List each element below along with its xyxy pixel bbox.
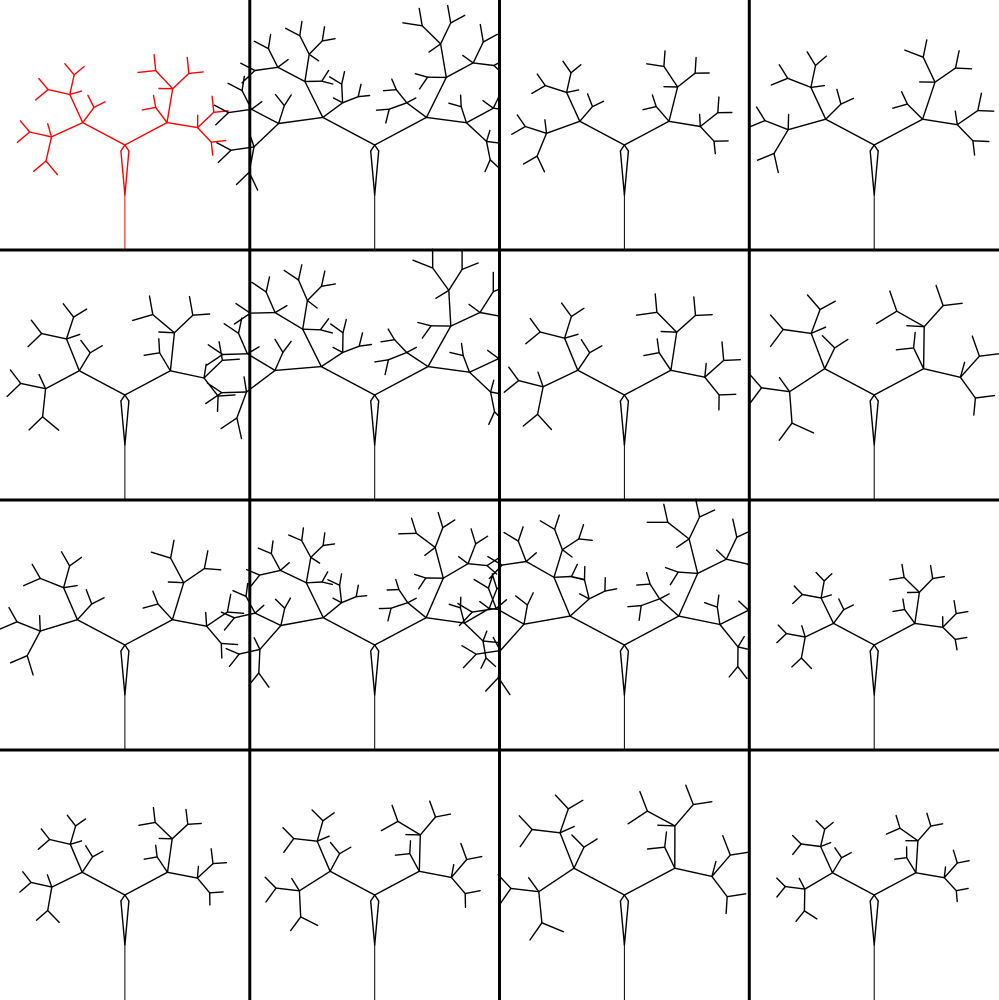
biomorph-cell[interactable] bbox=[206, 249, 537, 500]
selected-biomorph[interactable] bbox=[0, 0, 250, 250]
biomorph-segment bbox=[978, 111, 994, 112]
biomorph-segment bbox=[303, 329, 321, 330]
biomorph-segment bbox=[399, 533, 417, 534]
biomorph-segment bbox=[306, 582, 322, 583]
biomorph-segment bbox=[695, 58, 696, 74]
biomorph-segment bbox=[218, 396, 219, 411]
biomorph-segment bbox=[956, 891, 957, 902]
biomorph-segment bbox=[188, 823, 201, 824]
biomorph-cell[interactable] bbox=[749, 0, 999, 250]
biomorph-segment bbox=[206, 612, 207, 626]
biomorph-segment bbox=[250, 313, 275, 314]
biomorph-segment bbox=[719, 394, 736, 395]
biomorph-segment bbox=[223, 354, 248, 355]
biomorph-segment bbox=[696, 315, 713, 316]
biomorph-cell[interactable] bbox=[498, 750, 749, 1000]
biomorph-cell[interactable] bbox=[0, 500, 250, 750]
biomorph-segment bbox=[924, 327, 925, 369]
biomorph-segment bbox=[554, 577, 572, 578]
biomorph-segment bbox=[356, 596, 367, 597]
biomorph-segment bbox=[377, 109, 390, 110]
biomorph-segment bbox=[956, 68, 972, 69]
biomorph-segment bbox=[159, 339, 160, 353]
biomorph-segment bbox=[40, 616, 41, 631]
biomorph-cell[interactable] bbox=[749, 500, 999, 750]
biomorph-segment bbox=[461, 95, 462, 107]
biomorph-segment bbox=[724, 360, 741, 361]
biomorph-cell[interactable] bbox=[500, 250, 750, 500]
biomorph-segment bbox=[197, 867, 198, 879]
biomorph-cell[interactable] bbox=[458, 499, 785, 750]
biomorph-cell[interactable] bbox=[0, 250, 250, 500]
biomorph-segment bbox=[221, 643, 222, 658]
biomorph-cell[interactable] bbox=[500, 0, 750, 250]
biomorph-segment bbox=[168, 582, 183, 583]
biomorph-segment bbox=[342, 84, 343, 103]
biomorph-segment bbox=[973, 141, 989, 142]
biomorph-cell[interactable] bbox=[215, 0, 528, 250]
biomorph-cell[interactable] bbox=[749, 250, 999, 500]
biomorph-cell[interactable] bbox=[221, 500, 520, 750]
biomorph-segment bbox=[661, 332, 677, 333]
biomorph-segment bbox=[159, 332, 175, 333]
biomorph-segment bbox=[907, 326, 924, 327]
biomorph-segment bbox=[384, 90, 397, 91]
biomorph-segment bbox=[419, 835, 420, 871]
biomorph-segment bbox=[222, 392, 247, 393]
biomorph-segment bbox=[210, 892, 223, 893]
biomorph-segment bbox=[213, 863, 226, 864]
biomorph-segment bbox=[637, 584, 650, 585]
biomorph-cell[interactable] bbox=[250, 750, 500, 1000]
biomorph-segment bbox=[700, 114, 701, 126]
biomorph-cell[interactable] bbox=[0, 750, 250, 1000]
biomorph-segment bbox=[410, 841, 411, 854]
biomorph-segment bbox=[658, 825, 675, 826]
biomorph-cell[interactable] bbox=[749, 750, 999, 1000]
